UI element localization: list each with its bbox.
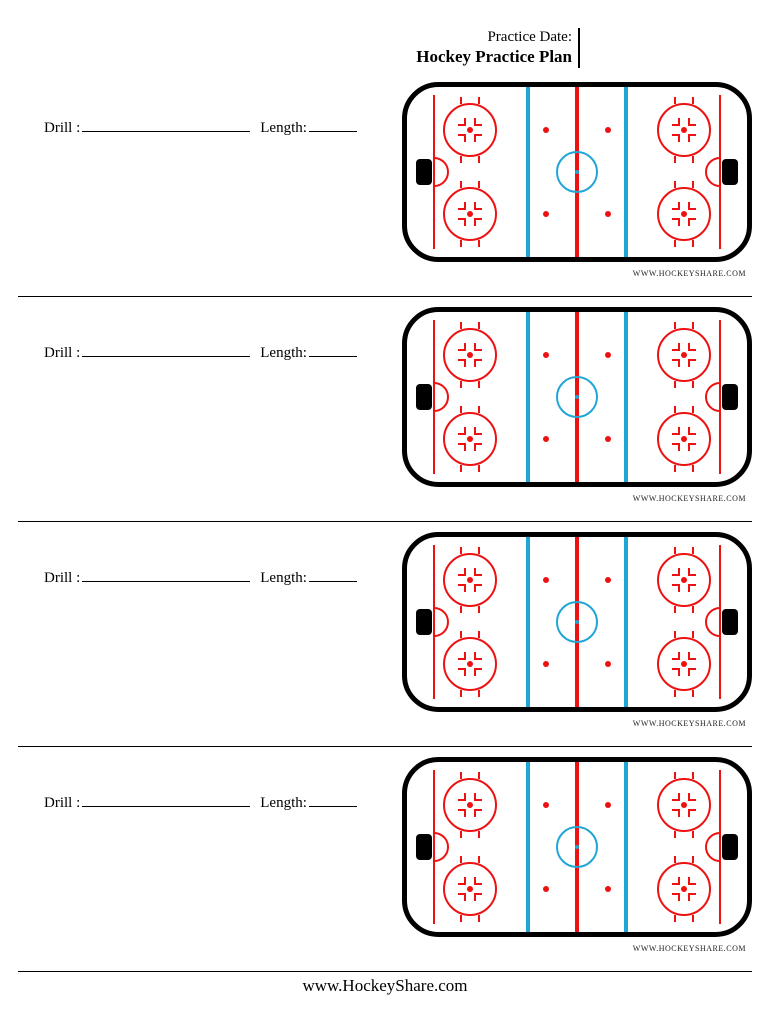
drill-row: Drill : Length: — [44, 116, 357, 137]
drill-row: Drill : Length: — [44, 341, 357, 362]
drill-input-line[interactable] — [82, 341, 250, 357]
rink-diagram-wrap: WWW.HOCKEYSHARE.COM — [402, 307, 752, 503]
rink-diagram — [402, 757, 752, 937]
rink-diagram — [402, 532, 752, 712]
rink-diagram — [402, 82, 752, 262]
drill-input-line[interactable] — [82, 116, 250, 132]
length-input-line[interactable] — [309, 341, 357, 357]
length-label: Length: — [260, 345, 307, 362]
drill-row: Drill : Length: — [44, 791, 357, 812]
footer-url: www.HockeyShare.com — [0, 976, 770, 996]
drill-label: Drill : — [44, 570, 80, 587]
drill-label: Drill : — [44, 795, 80, 812]
drill-input-line[interactable] — [82, 791, 250, 807]
rink-diagram-wrap: WWW.HOCKEYSHARE.COM — [402, 757, 752, 953]
rink-diagram-wrap: WWW.HOCKEYSHARE.COM — [402, 532, 752, 728]
length-input-line[interactable] — [309, 791, 357, 807]
header: Practice Date: Hockey Practice Plan — [416, 28, 580, 68]
drill-row: Drill : Length: — [44, 566, 357, 587]
drill-section: Drill : Length: WWW.HOCKEYSHARE.COM — [18, 72, 752, 297]
rink-credit: WWW.HOCKEYSHARE.COM — [402, 944, 752, 953]
drill-section: Drill : Length: WWW.HOCKEYSHARE.COM — [18, 297, 752, 522]
length-label: Length: — [260, 570, 307, 587]
length-input-line[interactable] — [309, 566, 357, 582]
drill-label: Drill : — [44, 120, 80, 137]
page-title: Hockey Practice Plan — [416, 46, 580, 68]
drill-input-line[interactable] — [82, 566, 250, 582]
rink-credit: WWW.HOCKEYSHARE.COM — [402, 269, 752, 278]
rink-diagram-wrap: WWW.HOCKEYSHARE.COM — [402, 82, 752, 278]
rink-credit: WWW.HOCKEYSHARE.COM — [402, 494, 752, 503]
length-label: Length: — [260, 120, 307, 137]
drill-section: Drill : Length: WWW.HOCKEYSHARE.COM — [18, 522, 752, 747]
drill-section: Drill : Length: WWW.HOCKEYSHARE.COM — [18, 747, 752, 972]
practice-date-label: Practice Date: — [487, 28, 580, 46]
length-input-line[interactable] — [309, 116, 357, 132]
drill-label: Drill : — [44, 345, 80, 362]
length-label: Length: — [260, 795, 307, 812]
rink-credit: WWW.HOCKEYSHARE.COM — [402, 719, 752, 728]
rink-diagram — [402, 307, 752, 487]
